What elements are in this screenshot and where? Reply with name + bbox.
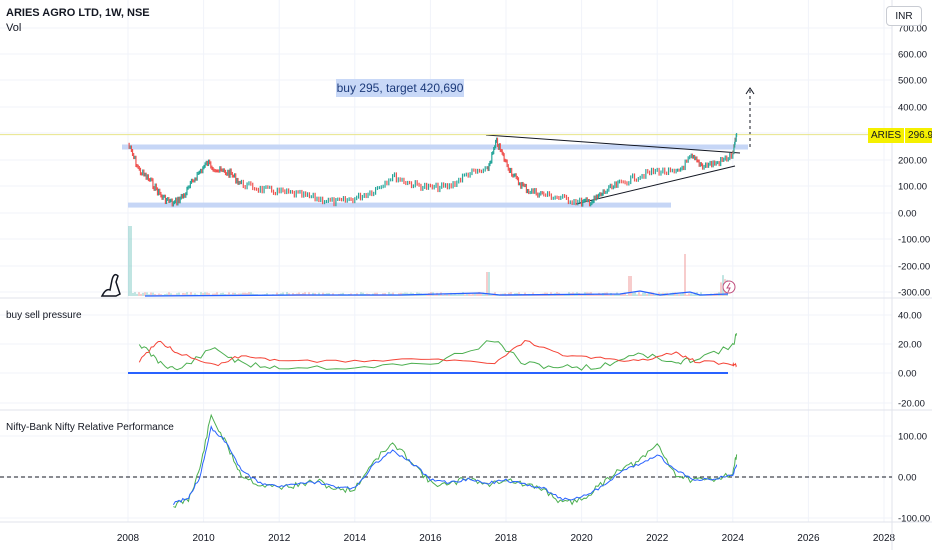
x-tick-2022: 2022 [646,533,669,544]
y-tick-1-3: -20.00 [898,399,925,410]
y-tick-0-10: -300.00 [898,288,930,299]
tradingview-dino-icon [100,273,121,297]
y-tick-0-0: 700.00 [898,24,927,35]
x-tick-2010: 2010 [192,533,215,544]
y-tick-2-1: 0.00 [898,473,917,484]
support-band [128,202,671,208]
resistance-band [122,144,748,150]
lightning-icon [722,280,736,294]
price-tag: ARIES 296.95 [868,128,932,143]
y-tick-0-9: -200.00 [898,262,930,273]
pressure-series-1 [138,339,738,368]
y-tick-0-3: 400.00 [898,103,927,114]
triangle-upper-line [485,134,741,154]
y-tick-1-2: 0.00 [898,369,917,380]
x-tick-2020: 2020 [570,533,593,544]
y-tick-0-8: -100.00 [898,235,930,246]
x-tick-2026: 2026 [797,533,820,544]
volume-label: Vol [6,22,22,34]
trade-annotation: buy 295, target 420,690 [336,79,464,97]
y-tick-2-0: 100.00 [898,432,927,443]
target-arrow-head [745,87,755,95]
x-tick-2024: 2024 [722,533,745,544]
chart-title: ARIES AGRO LTD, 1W, NSE [6,7,150,19]
y-tick-0-5: 200.00 [898,156,927,167]
price-tag-symbol: ARIES [868,128,905,143]
y-tick-0-7: 0.00 [898,209,917,220]
x-tick-2016: 2016 [419,533,442,544]
y-tick-0-2: 500.00 [898,76,927,87]
y-tick-2-2: -100.00 [898,514,930,525]
y-tick-0-1: 600.00 [898,50,927,61]
y-tick-0-6: 100.00 [898,182,927,193]
lightning-bolt-icon [726,282,731,293]
x-tick-2028: 2028 [873,533,896,544]
currency-button[interactable]: INR [886,6,922,26]
x-tick-2018: 2018 [495,533,518,544]
x-tick-2008: 2008 [117,533,140,544]
pressure-pane-label: buy sell pressure [6,310,82,321]
triangle-lower-line [575,165,736,205]
volume-ma-line [144,290,729,297]
relative-series-0 [173,413,738,509]
x-tick-2014: 2014 [344,533,367,544]
price-tag-value: 296.95 [904,128,932,143]
relative-series-1 [172,425,738,505]
pressure-series-0 [138,333,738,371]
x-tick-2012: 2012 [268,533,291,544]
relative-pane-label: Nifty-Bank Nifty Relative Performance [6,422,174,433]
y-tick-1-1: 20.00 [898,340,922,351]
y-tick-1-0: 40.00 [898,311,922,322]
